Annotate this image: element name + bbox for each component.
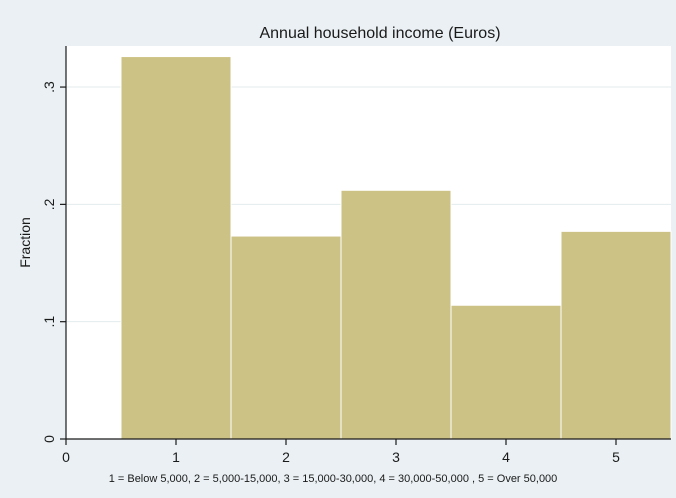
bar-4 bbox=[450, 304, 562, 440]
bars bbox=[120, 56, 672, 440]
y-tick-label-3: .3 bbox=[41, 81, 57, 93]
bar-2 bbox=[230, 235, 342, 440]
x-tick-label-5: 5 bbox=[612, 449, 620, 465]
y-axis-label: Fraction bbox=[17, 217, 33, 268]
bar-5 bbox=[560, 230, 672, 440]
x-ticks: 0 1 2 3 4 5 bbox=[62, 439, 620, 465]
y-tick-label-1: .1 bbox=[41, 316, 57, 328]
x-tick-label-0: 0 bbox=[62, 449, 70, 465]
x-tick-label-3: 3 bbox=[392, 449, 400, 465]
y-tick-label-2: .2 bbox=[41, 198, 57, 210]
x-tick-label-2: 2 bbox=[282, 449, 290, 465]
x-tick-label-4: 4 bbox=[502, 449, 510, 465]
chart-title: Annual household income (Euros) bbox=[259, 25, 500, 42]
title-band bbox=[66, 18, 671, 46]
x-axis-label: 1 = Below 5,000, 2 = 5,000-15,000, 3 = 1… bbox=[109, 473, 558, 485]
y-ticks: 0 .1 .2 .3 bbox=[41, 81, 66, 443]
bar-3 bbox=[340, 189, 452, 440]
bar-1 bbox=[120, 56, 232, 440]
x-tick-label-1: 1 bbox=[172, 449, 180, 465]
y-tick-label-0: 0 bbox=[41, 435, 57, 443]
